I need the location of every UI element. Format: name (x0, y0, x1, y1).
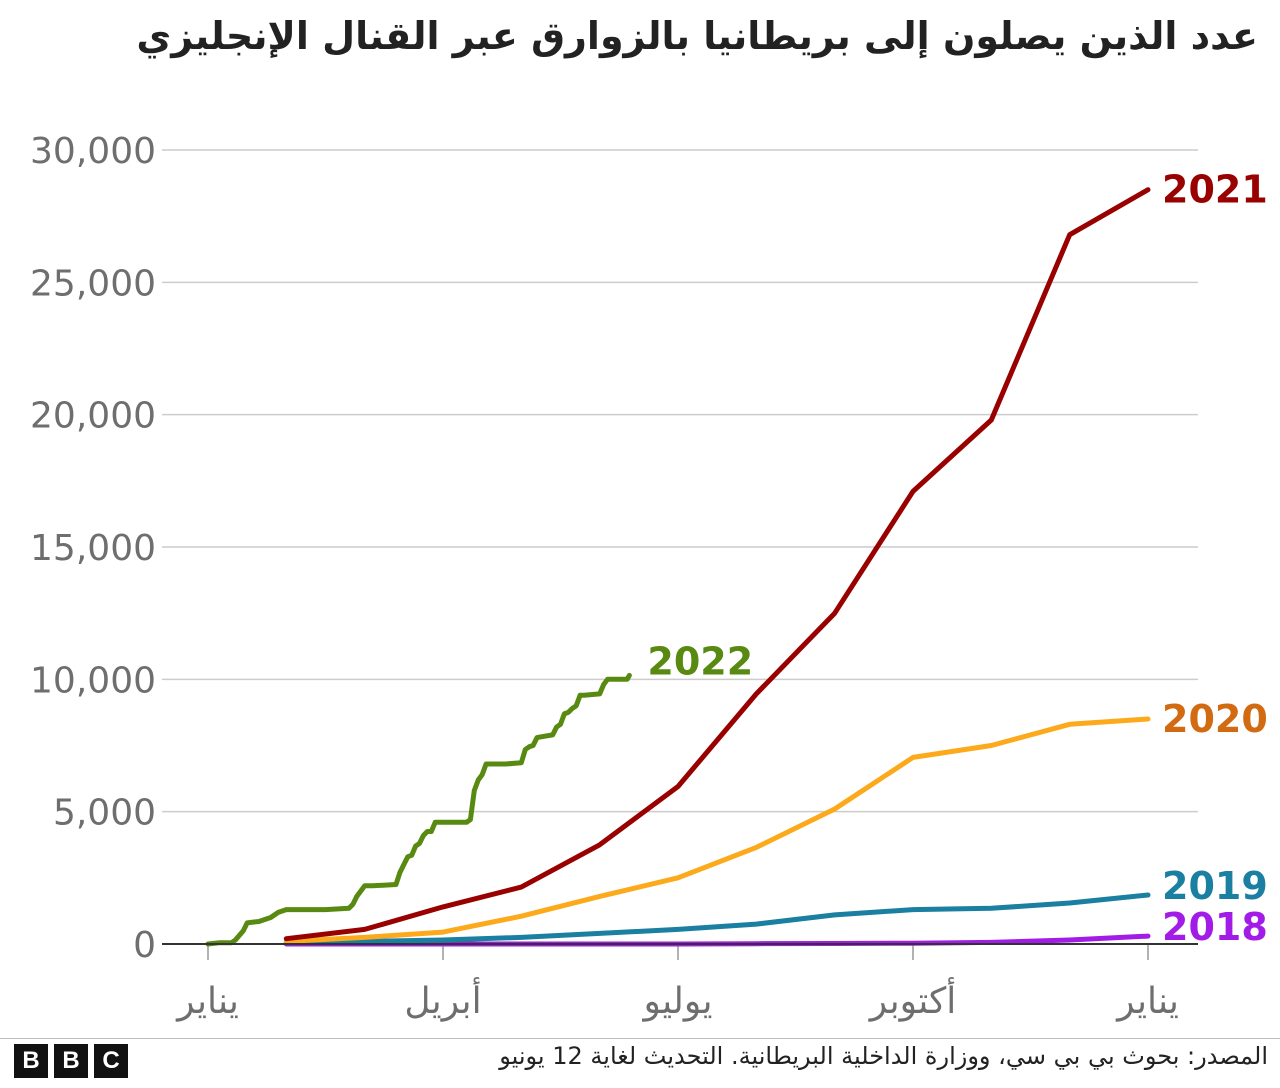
bbc-logo-letter: B (54, 1044, 88, 1078)
bbc-logo: B B C (14, 1044, 128, 1078)
x-tick-label: أبريل (404, 977, 481, 1022)
line-chart: 0 5,000 10,000 15,000 20,000 25,000 30,000 يناي… (30, 131, 1268, 1022)
y-tick-label: 0 (133, 925, 156, 966)
series-line-2021 (283, 187, 1151, 942)
bbc-logo-letter: B (14, 1044, 48, 1078)
source-note: المصدر: بحوث بي بي سي، ووزارة الداخلية ا… (499, 1042, 1268, 1070)
footer: B B C المصدر: بحوث بي بي سي، ووزارة الدا… (0, 1038, 1280, 1088)
footer-divider (0, 1038, 1280, 1039)
series-line-2020 (283, 716, 1151, 944)
x-tick-label: يناير (1115, 981, 1179, 1022)
y-tick-label: 20,000 (30, 396, 156, 437)
x-tick-label: يوليو (641, 981, 712, 1022)
series-label-2022: 2022 (647, 639, 753, 683)
y-tick-label: 15,000 (30, 528, 156, 569)
bbc-logo-letter: C (94, 1044, 128, 1078)
chart-title: عدد الذين يصلون إلى بريطانيا بالزوارق عب… (136, 14, 1258, 58)
y-tick-label: 25,000 (30, 263, 156, 304)
series-line-2019 (283, 892, 1151, 946)
series-label-2018: 2018 (1162, 905, 1268, 949)
series-label-2021: 2021 (1162, 168, 1268, 212)
x-tick-label: يناير (175, 981, 239, 1022)
series-label-2020: 2020 (1162, 697, 1268, 741)
series-label-2019: 2019 (1162, 864, 1268, 908)
y-tick-label: 10,000 (30, 660, 156, 701)
series-line-2022 (205, 672, 632, 947)
x-tick-label: أكتوبر (868, 977, 956, 1022)
y-tick-label: 30,000 (30, 131, 156, 172)
y-tick-label: 5,000 (53, 793, 156, 834)
